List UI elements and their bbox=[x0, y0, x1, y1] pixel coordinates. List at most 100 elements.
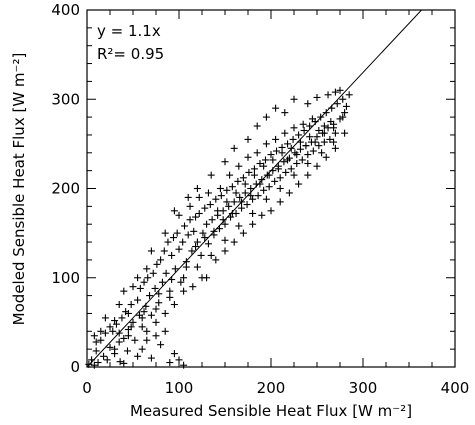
data-point bbox=[103, 356, 111, 364]
data-point bbox=[250, 171, 258, 179]
data-point bbox=[272, 104, 280, 112]
data-point bbox=[272, 135, 280, 143]
data-point bbox=[245, 168, 253, 176]
data-point bbox=[254, 192, 262, 200]
data-point bbox=[184, 193, 192, 201]
data-point bbox=[204, 189, 212, 197]
data-point bbox=[136, 284, 144, 292]
data-point bbox=[146, 292, 154, 300]
data-point bbox=[322, 153, 330, 161]
data-point bbox=[276, 198, 284, 206]
data-point bbox=[304, 160, 312, 168]
plot-frame bbox=[86, 9, 456, 368]
y-tick-label: 0 bbox=[70, 358, 80, 376]
data-point bbox=[342, 102, 350, 110]
data-points bbox=[85, 86, 353, 369]
y-tick-label: 200 bbox=[51, 180, 80, 198]
data-point bbox=[258, 211, 266, 219]
data-point bbox=[296, 145, 304, 153]
data-point bbox=[267, 207, 275, 215]
data-point bbox=[124, 332, 132, 340]
data-point bbox=[182, 263, 190, 271]
data-point bbox=[155, 299, 163, 307]
data-point bbox=[207, 171, 215, 179]
data-point bbox=[300, 126, 308, 134]
data-point bbox=[282, 168, 290, 176]
data-point bbox=[212, 195, 220, 203]
data-point bbox=[322, 109, 330, 117]
data-point bbox=[306, 122, 314, 130]
data-point bbox=[262, 195, 270, 203]
axis-ticks bbox=[86, 9, 456, 368]
data-point bbox=[315, 126, 323, 134]
data-point bbox=[109, 327, 117, 335]
data-point bbox=[127, 323, 135, 331]
data-point bbox=[330, 138, 338, 146]
data-point bbox=[193, 238, 201, 246]
data-point bbox=[241, 189, 249, 197]
data-point bbox=[280, 158, 288, 166]
data-point bbox=[106, 323, 114, 331]
data-point bbox=[120, 359, 128, 367]
data-point bbox=[160, 247, 168, 255]
data-point bbox=[225, 202, 233, 210]
data-point bbox=[195, 193, 203, 201]
data-point bbox=[341, 109, 349, 117]
data-point bbox=[175, 211, 183, 219]
data-point bbox=[120, 334, 128, 342]
data-point bbox=[212, 256, 220, 264]
data-point bbox=[285, 189, 293, 197]
data-point bbox=[221, 236, 229, 244]
data-point bbox=[262, 140, 270, 148]
data-point bbox=[184, 231, 192, 239]
data-point bbox=[94, 359, 102, 367]
y-tick-label: 400 bbox=[51, 1, 80, 19]
data-point bbox=[327, 118, 335, 126]
data-point bbox=[253, 149, 261, 157]
data-point bbox=[235, 222, 243, 230]
y-tick-label: 300 bbox=[51, 90, 80, 108]
data-point bbox=[171, 265, 179, 273]
data-point bbox=[153, 260, 161, 268]
data-point bbox=[181, 222, 189, 230]
data-point bbox=[157, 256, 165, 264]
data-point bbox=[140, 278, 148, 286]
data-point bbox=[131, 336, 139, 344]
data-point bbox=[166, 287, 174, 295]
data-point bbox=[256, 180, 264, 188]
data-point bbox=[161, 309, 169, 317]
data-point bbox=[276, 185, 284, 192]
data-point bbox=[265, 183, 273, 191]
data-point bbox=[326, 135, 334, 143]
data-point bbox=[290, 95, 298, 103]
data-point bbox=[331, 129, 339, 137]
data-point bbox=[152, 318, 160, 326]
data-point bbox=[293, 151, 301, 159]
data-point bbox=[166, 359, 174, 367]
data-point bbox=[97, 327, 105, 335]
data-point bbox=[144, 274, 152, 282]
data-point bbox=[143, 265, 151, 273]
data-point bbox=[155, 290, 163, 298]
data-point bbox=[216, 185, 224, 192]
data-point bbox=[193, 185, 201, 192]
data-point bbox=[90, 361, 98, 369]
data-point bbox=[284, 140, 292, 148]
data-point bbox=[306, 133, 314, 141]
x-tick-labels: 0 100 200 300 400 bbox=[82, 379, 469, 397]
data-point bbox=[293, 160, 301, 168]
data-point bbox=[143, 327, 151, 335]
data-point bbox=[162, 269, 170, 277]
data-point bbox=[330, 124, 338, 132]
data-point bbox=[201, 234, 209, 242]
data-point bbox=[140, 308, 148, 316]
data-point bbox=[226, 171, 234, 179]
data-point bbox=[199, 229, 207, 237]
data-point bbox=[234, 177, 242, 185]
data-point bbox=[173, 229, 181, 237]
data-point bbox=[247, 192, 255, 200]
data-point bbox=[101, 329, 109, 337]
y-tick-labels: 0 100 200 300 400 bbox=[51, 1, 80, 376]
data-point bbox=[169, 234, 177, 242]
